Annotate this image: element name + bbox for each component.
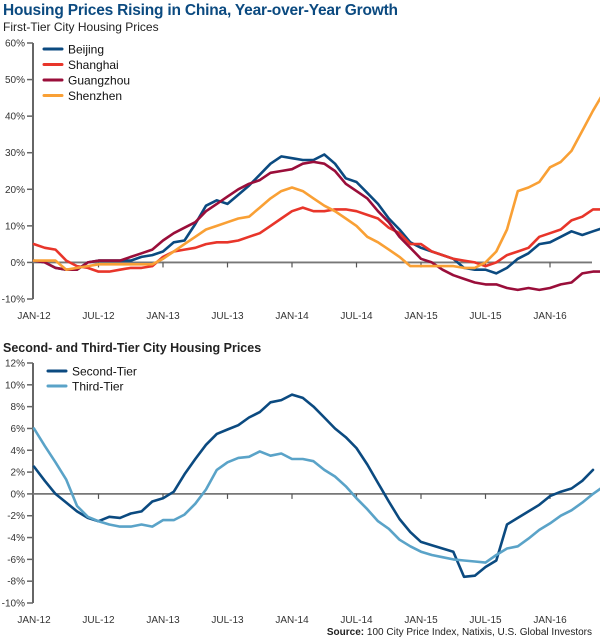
y-tick-label: 50%	[5, 75, 25, 86]
legend-label: Beijing	[68, 43, 104, 57]
y-tick-label: 10%	[5, 221, 25, 232]
y-tick-label: -4%	[7, 533, 25, 544]
y-tick-label: 8%	[11, 402, 26, 413]
x-tick-label: JAN-13	[146, 311, 180, 322]
source-note: Source: 100 City Price Index, Natixis, U…	[327, 627, 592, 638]
chart1-subtitle: First-Tier City Housing Prices	[3, 20, 159, 34]
legend-label: Third-Tier	[72, 380, 124, 394]
y-tick-label: 0%	[11, 489, 26, 500]
y-tick-label: -8%	[7, 577, 25, 588]
series-line-shanghai	[32, 206, 600, 273]
x-tick-label: JAN-13	[146, 615, 180, 626]
y-tick-label: 0%	[11, 258, 26, 269]
x-tick-label: JAN-12	[17, 311, 51, 322]
y-tick-label: 6%	[11, 424, 26, 435]
chart-second-third-tier: 12% 10% 8% 6% 4% 2% 0% -2% -4% -6% -8% -10% JAN-12 JU…	[2, 359, 600, 626]
y-tick-label: 30%	[5, 148, 25, 159]
y-tick-label: 10%	[5, 380, 25, 391]
y-tick-label: 60%	[5, 39, 25, 50]
y-tick-label: 4%	[11, 446, 26, 457]
y-tick-label: 20%	[5, 185, 25, 196]
y-tick-label: 12%	[5, 359, 25, 370]
x-tick-label: JAN-16	[533, 615, 567, 626]
x-tick-label: JAN-14	[275, 311, 309, 322]
x-tick-label: JUL-13	[211, 311, 244, 322]
x-tick-label: JUL-12	[82, 615, 115, 626]
series-line-third-tier	[32, 427, 600, 564]
y-tick-label: -10%	[2, 599, 25, 610]
x-tick-label: JAN-15	[404, 615, 438, 626]
y-tick-label: -6%	[7, 555, 25, 566]
x-tick-label: JUL-12	[82, 311, 115, 322]
y-tick-label: 40%	[5, 112, 25, 123]
x-tick-label: JUL-14	[340, 311, 373, 322]
series-line-guangzhou	[32, 160, 600, 292]
x-tick-label: JUL-13	[211, 615, 244, 626]
series-line-beijing	[32, 153, 600, 275]
y-tick-label: -2%	[7, 511, 25, 522]
x-tick-label: JUL-15	[469, 615, 502, 626]
legend-label: Shanghai	[68, 58, 119, 72]
y-tick-label: -10%	[2, 295, 25, 306]
x-tick-label: JAN-16	[533, 311, 567, 322]
series-line-second-tier	[32, 393, 595, 579]
x-tick-label: JAN-14	[275, 615, 309, 626]
x-tick-label: JUL-14	[340, 615, 373, 626]
legend-label: Second-Tier	[72, 365, 137, 379]
source-text: 100 City Price Index, Natixis, U.S. Glob…	[366, 627, 592, 638]
source-label: Source:	[326, 627, 365, 638]
y-tick-label: 2%	[11, 468, 26, 479]
x-tick-label: JAN-15	[404, 311, 438, 322]
legend-label: Guangzhou	[68, 74, 130, 88]
chart-first-tier: 60% 50% 40% 30% 20% 10% 0% -10% JAN-12 JUL-12 JAN-…	[2, 39, 600, 322]
x-tick-label: JUL-15	[469, 311, 502, 322]
legend-label: Shenzhen	[68, 89, 122, 103]
series-line-shenzhen	[32, 96, 600, 272]
chart-title: Housing Prices Rising in China, Year-ove…	[3, 2, 398, 19]
chart2-subtitle: Second- and Third-Tier City Housing Pric…	[3, 341, 262, 355]
x-tick-label: JAN-12	[17, 615, 51, 626]
